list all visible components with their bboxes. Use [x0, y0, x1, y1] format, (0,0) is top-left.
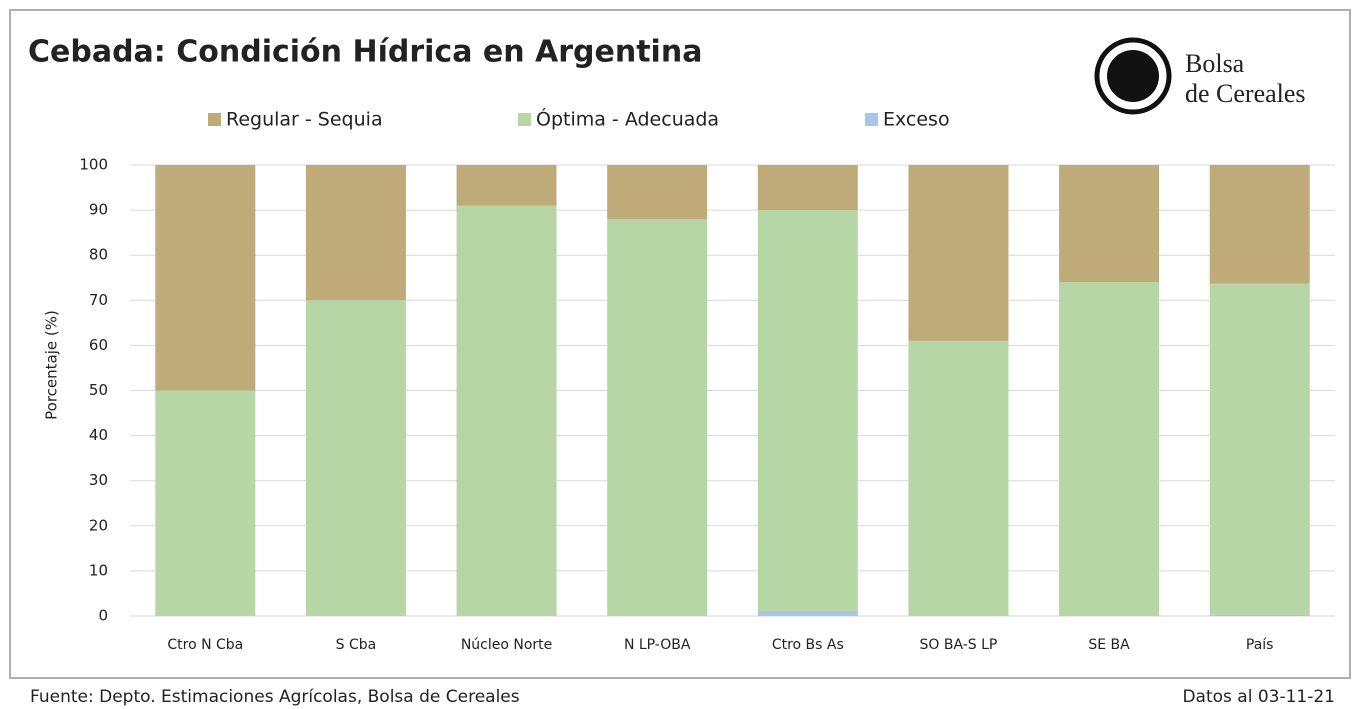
logo-emblem-inner: [1107, 50, 1159, 102]
legend-label: Regular - Sequia: [226, 109, 383, 131]
y-tick-label: 30: [89, 471, 108, 489]
bar-segment: [1059, 282, 1160, 616]
y-tick-label: 50: [89, 381, 108, 399]
x-tick-label: Núcleo Norte: [461, 637, 552, 653]
bar-segment: [908, 340, 1009, 616]
bar-segment: [757, 210, 858, 612]
y-tick-label: 0: [98, 607, 108, 625]
source-note: Fuente: Depto. Estimaciones Agrícolas, B…: [30, 687, 520, 707]
bar-segment: [1209, 614, 1310, 616]
bar-segment: [607, 219, 708, 616]
logo-text: de Cereales: [1185, 79, 1306, 108]
bar-segment: [1209, 283, 1310, 615]
bar-segment: [757, 611, 858, 616]
x-tick-label: S Cba: [336, 637, 377, 653]
date-note: Datos al 03-11-21: [1182, 687, 1335, 707]
legend-swatch: [208, 113, 221, 126]
bar-segment: [456, 165, 557, 206]
y-tick-label: 100: [79, 156, 108, 174]
legend-swatch: [518, 113, 531, 126]
bar-segment: [456, 205, 557, 616]
y-tick-label: 20: [89, 516, 108, 534]
y-tick-label: 60: [89, 336, 108, 354]
x-tick-label: Ctro N Cba: [167, 637, 243, 653]
y-tick-label: 10: [89, 561, 108, 579]
y-tick-label: 70: [89, 291, 108, 309]
bar-segment: [155, 390, 256, 616]
bar-segment: [305, 300, 406, 616]
bar-segment: [607, 165, 708, 220]
y-axis-label: Porcentaje (%): [43, 310, 61, 420]
y-tick-label: 40: [89, 426, 108, 444]
bar-segment: [1059, 165, 1160, 283]
x-tick-label: SO BA-S LP: [920, 637, 998, 653]
chart-frame: [9, 9, 1351, 679]
y-tick-label: 80: [89, 246, 108, 264]
x-tick-label: País: [1246, 637, 1274, 653]
legend-swatch: [865, 113, 878, 126]
x-tick-label: SE BA: [1088, 637, 1130, 653]
bar-segment: [155, 165, 256, 391]
x-tick-label: N LP-OBA: [624, 637, 691, 653]
bar-segment: [305, 165, 406, 301]
bar-segment: [757, 165, 858, 211]
logo: Bolsa de Cereales: [1094, 37, 1306, 115]
legend-label: Exceso: [883, 109, 950, 131]
x-tick-label: Ctro Bs As: [772, 637, 844, 653]
bar-segment: [1209, 165, 1310, 284]
logo-text: Bolsa: [1185, 49, 1245, 78]
bar-segment: [908, 165, 1009, 341]
y-tick-label: 90: [89, 201, 108, 219]
legend-label: Óptima - Adecuada: [536, 107, 719, 131]
chart-title: Cebada: Condición Hídrica en Argentina: [28, 35, 702, 70]
